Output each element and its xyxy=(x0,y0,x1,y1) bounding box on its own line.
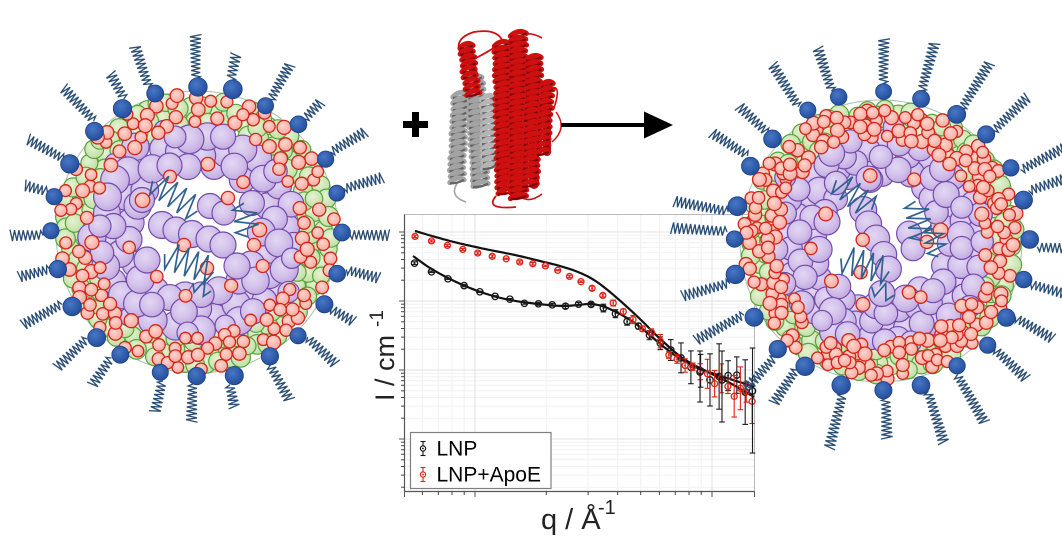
svg-text:I / cm: I / cm xyxy=(370,335,400,401)
svg-text:-1: -1 xyxy=(367,310,388,327)
svg-text:q / Å: q / Å xyxy=(541,503,601,536)
svg-text:LNP+ApoE: LNP+ApoE xyxy=(437,463,542,486)
svg-text:LNP: LNP xyxy=(437,438,478,461)
svg-text:-1: -1 xyxy=(598,497,616,519)
